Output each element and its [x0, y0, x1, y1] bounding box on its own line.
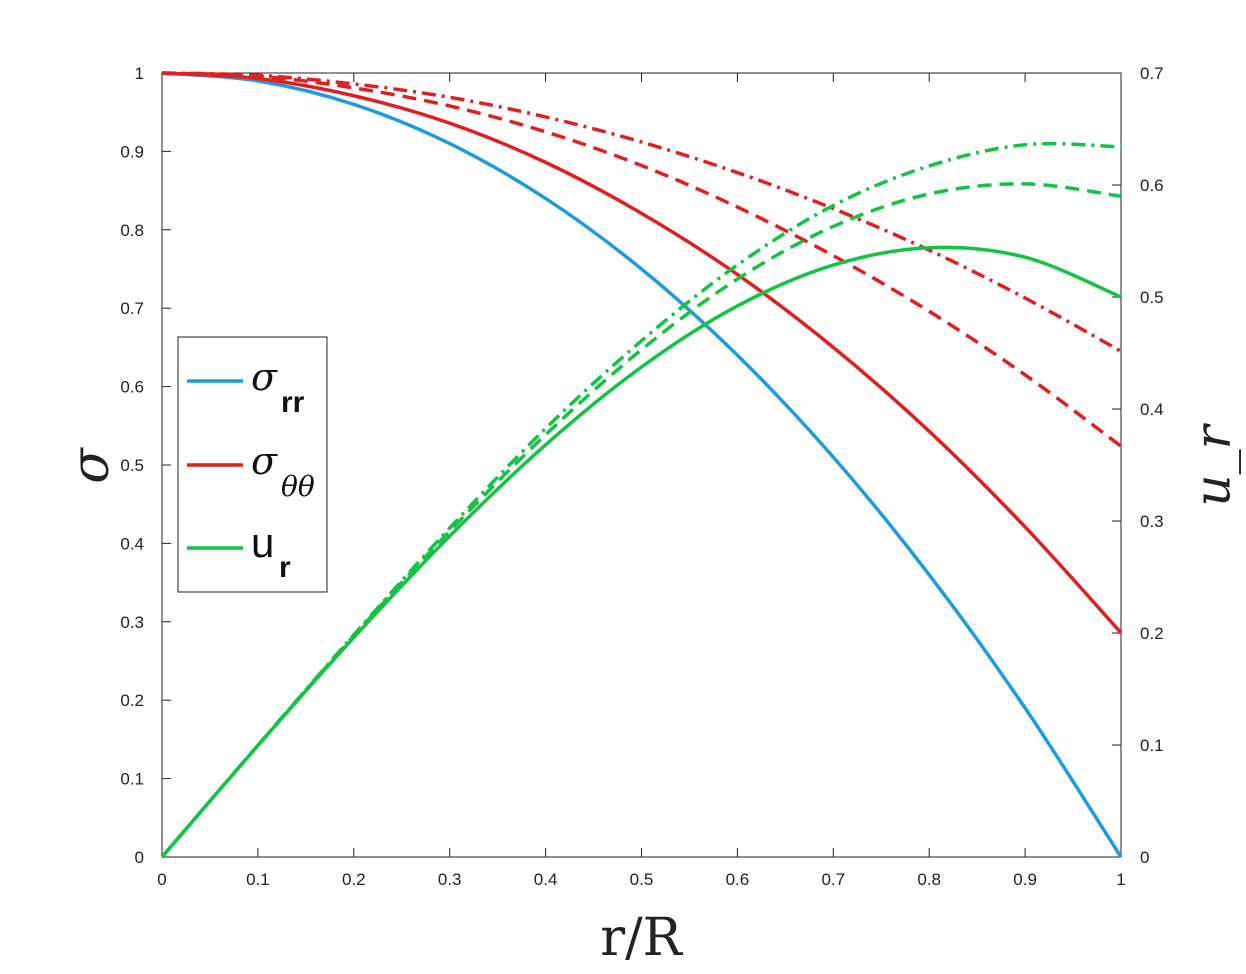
legend-label-sigma-tt: σ θθ [251, 439, 315, 503]
y-right-tick-label: 0.2 [1140, 624, 1164, 643]
series-line-sigma-rr-solid [161, 71, 1123, 858]
series-line-sigma-tt-dashdot [161, 71, 1122, 353]
x-tick-label: 1 [1116, 870, 1125, 889]
series-line-u-r-dashdot [160, 141, 1122, 859]
y-right-tick-label: 0.6 [1140, 176, 1164, 195]
ticks-layer: 0 0.1 0.2 0.3 0.4 0.5 0.6 0.7 0.8 0.9 100.10.20.30… [120, 64, 1163, 889]
x-tick-label: 0.9 [1013, 870, 1037, 889]
x-tick-label: 0.4 [534, 870, 558, 889]
x-axis-label: r/R [600, 908, 683, 968]
legend-label-u-r: u r [251, 519, 291, 584]
y-left-tick-label: 0.5 [120, 456, 144, 475]
x-tick-label: 0.3 [438, 870, 462, 889]
x-tick-label: 0.2 [342, 870, 366, 889]
legend-label-sigma-rr: σ rr [251, 355, 305, 419]
y-right-tick-label: 0.7 [1140, 64, 1164, 83]
y-left-tick-label: 0.6 [120, 378, 144, 397]
x-tick-label: 0.6 [726, 870, 750, 889]
y-axis-right-label: u_r [1184, 422, 1242, 506]
y-left-tick-label: 0.7 [120, 299, 144, 318]
x-tick-label: 0.7 [821, 870, 845, 889]
y-right-tick-label: 0.5 [1140, 288, 1164, 307]
y-left-tick-label: 1 [135, 64, 144, 83]
y-right-tick-label: 0.1 [1140, 736, 1164, 755]
y-left-tick-label: 0.2 [120, 691, 144, 710]
y-left-tick-label: 0.3 [120, 613, 144, 632]
x-tick-label: 0.1 [246, 870, 270, 889]
y-left-tick-label: 0.1 [120, 770, 144, 789]
x-tick-label: 0.8 [917, 870, 941, 889]
x-tick-label: 0 [157, 870, 166, 889]
y-left-tick-label: 0.4 [120, 534, 144, 553]
series-layer [160, 71, 1123, 859]
y-right-tick-label: 0.4 [1140, 400, 1164, 419]
y-axis-left-label: σ [61, 447, 121, 484]
x-tick-label: 0.5 [630, 870, 654, 889]
y-right-tick-label: 0 [1140, 848, 1149, 867]
y-right-tick-label: 0.3 [1140, 512, 1164, 531]
series-line-u-r-solid [160, 245, 1122, 859]
series-line-u-r-dashed [160, 182, 1122, 859]
y-left-tick-label: 0.9 [120, 142, 144, 161]
y-left-tick-label: 0.8 [120, 221, 144, 240]
series-line-sigma-tt-solid [161, 71, 1123, 634]
legend: σ rr σ θθ u r [177, 336, 328, 593]
y-left-tick-label: 0 [135, 848, 144, 867]
